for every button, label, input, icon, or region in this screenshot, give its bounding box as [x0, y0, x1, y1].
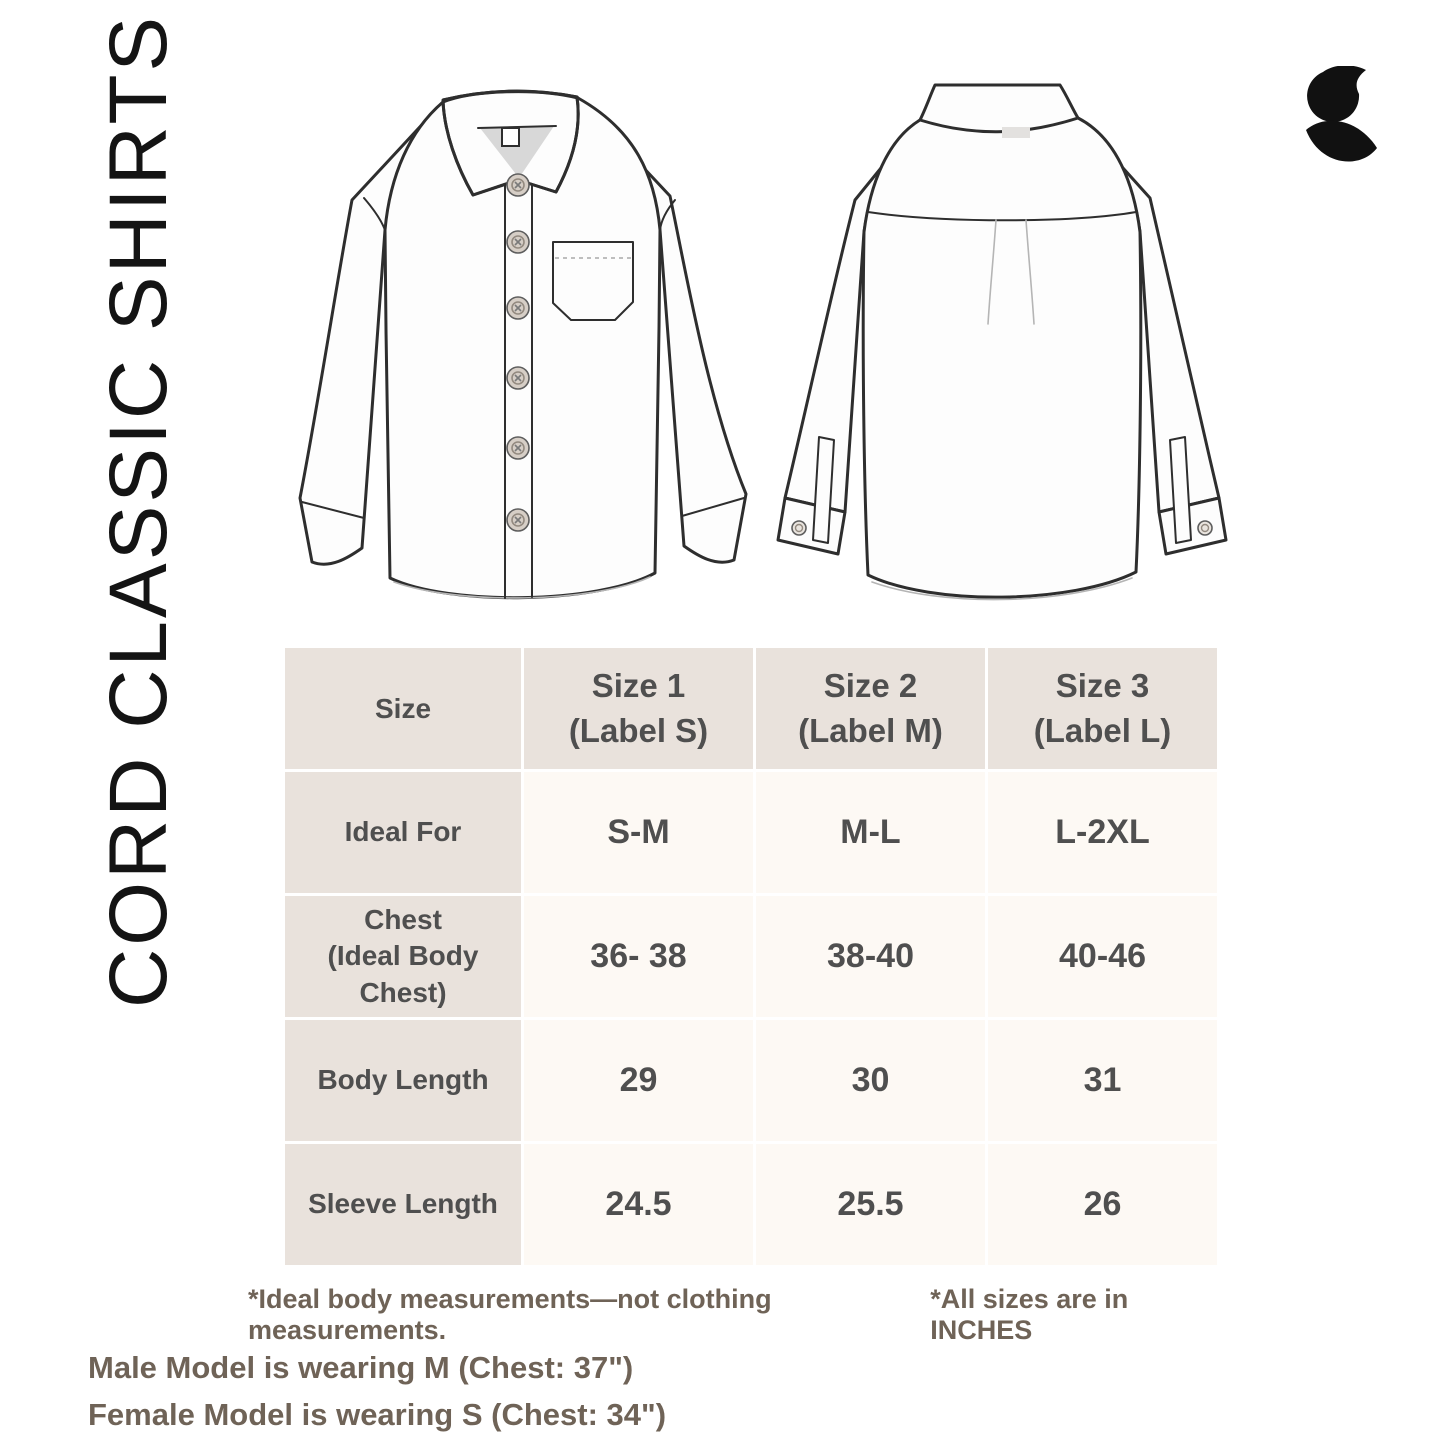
- table-row-sleeve-length: Sleeve Length 24.5 25.5 26: [285, 1144, 1217, 1265]
- footnote-measurements: *Ideal body measurements—not clothing me…: [248, 1284, 772, 1345]
- column-subtitle: (Label M): [798, 711, 943, 749]
- table-cell: L-2XL: [988, 772, 1217, 893]
- shirt-front-illustration: [298, 70, 748, 630]
- table-cell: 38-40: [756, 896, 985, 1017]
- column-subtitle: (Label L): [1033, 711, 1172, 749]
- row-label: Sleeve Length: [285, 1144, 521, 1265]
- table-cell: 36- 38: [524, 896, 753, 1017]
- footnote-units: *All sizes are in INCHES: [930, 1284, 1129, 1345]
- footnotes: *Ideal body measurements—not clothing me…: [248, 1284, 1218, 1346]
- table-corner-cell: Size: [285, 648, 521, 769]
- column-title: Size 2: [823, 666, 918, 704]
- row-sublabel: (Ideal Body Chest): [327, 940, 479, 1008]
- shirt-back-illustration: [772, 70, 1232, 630]
- column-subtitle: (Label S): [568, 711, 709, 749]
- column-header-size3: Size 3 (Label L): [988, 648, 1217, 769]
- column-title: Size 3: [1055, 666, 1150, 704]
- table-row-ideal-for: Ideal For S-M M-L L-2XL: [285, 772, 1217, 893]
- table-header-row: Size Size 1 (Label S) Size 2 (Label M) S…: [285, 648, 1217, 769]
- table-cell: 24.5: [524, 1144, 753, 1265]
- table-cell: 25.5: [756, 1144, 985, 1265]
- male-model-note: Male Model is wearing M (Chest: 37"): [88, 1350, 634, 1385]
- table-row-chest: Chest (Ideal Body Chest) 36- 38 38-40 40…: [285, 896, 1217, 1017]
- table-cell: 31: [988, 1020, 1217, 1141]
- table-cell: M-L: [756, 772, 985, 893]
- female-model-note: Female Model is wearing S (Chest: 34"): [88, 1397, 667, 1432]
- table-cell: 40-46: [988, 896, 1217, 1017]
- row-label: Body Length: [285, 1020, 521, 1141]
- row-label: Chest (Ideal Body Chest): [285, 896, 521, 1017]
- column-header-size2: Size 2 (Label M): [756, 648, 985, 769]
- brand-leaf-logo-icon: [1303, 65, 1381, 172]
- column-title: Size 1: [591, 666, 686, 704]
- size-table: Size Size 1 (Label S) Size 2 (Label M) S…: [282, 645, 1220, 1268]
- table-cell: 26: [988, 1144, 1217, 1265]
- page-title: CORD CLASSIC SHIRTS: [93, 13, 184, 1008]
- table-cell: 29: [524, 1020, 753, 1141]
- column-header-size1: Size 1 (Label S): [524, 648, 753, 769]
- row-label: Ideal For: [285, 772, 521, 893]
- table-cell: S-M: [524, 772, 753, 893]
- table-cell: 30: [756, 1020, 985, 1141]
- model-info: Male Model is wearing M (Chest: 37") Fem…: [88, 1344, 666, 1438]
- table-row-body-length: Body Length 29 30 31: [285, 1020, 1217, 1141]
